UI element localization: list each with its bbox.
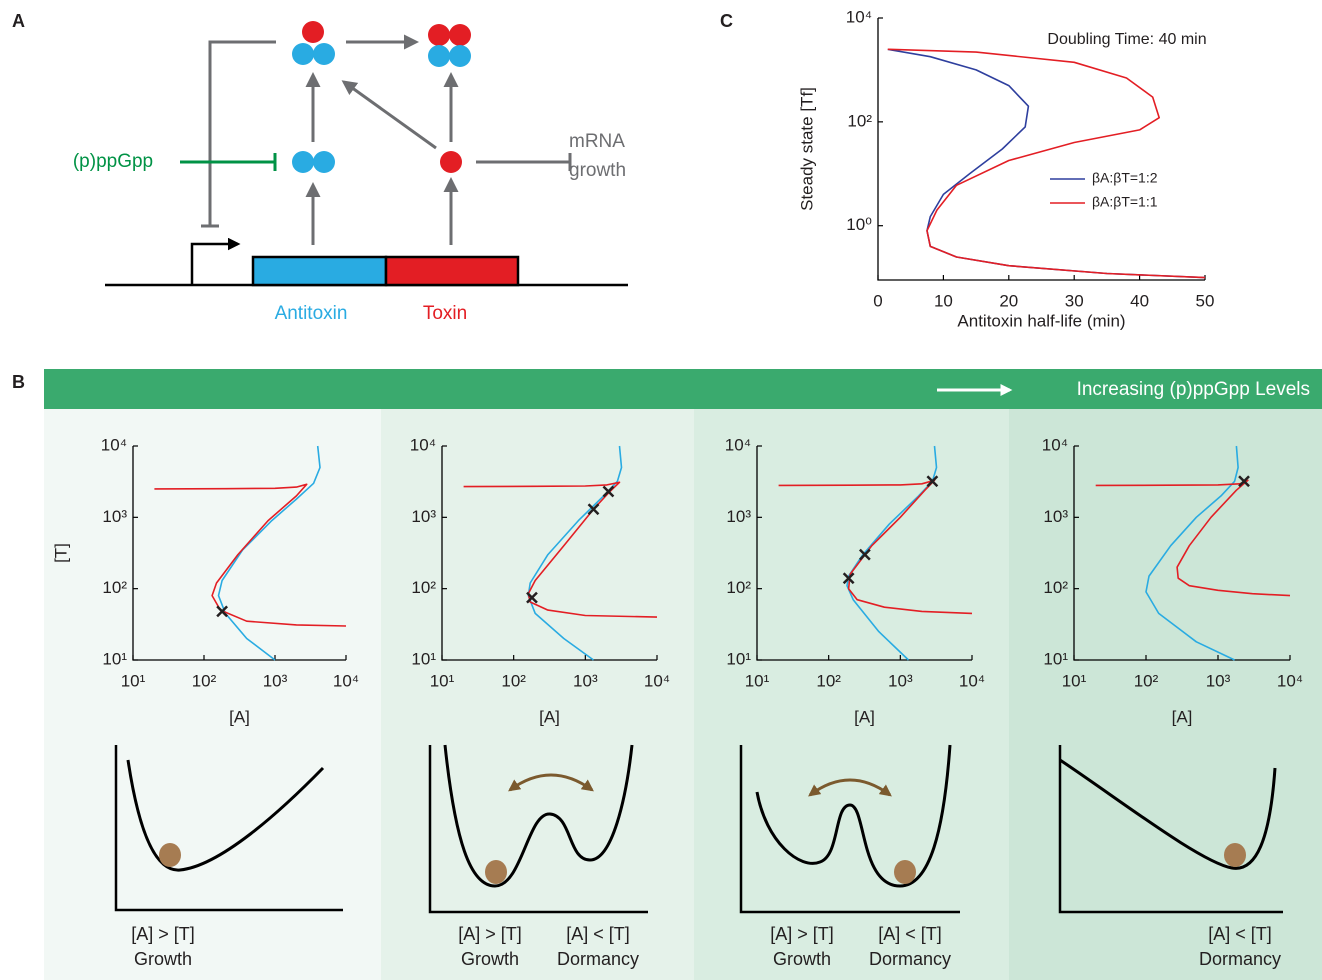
x-tick-label: 50 [1196,291,1215,310]
y-tick-label: 10⁰ [846,215,872,234]
y-tick-label: 10² [102,578,127,597]
state-outcome: Growth [461,949,519,969]
x-tick-label: 10¹ [1062,671,1087,690]
state-condition: [A] > [T] [770,924,834,944]
panel-background [381,409,694,980]
y-tick-label: 10¹ [726,649,751,668]
y-tick-label: 10³ [102,507,127,526]
state-condition: [A] > [T] [458,924,522,944]
x-tick-label: 0 [873,291,882,310]
panel-label: C [720,11,733,31]
state-condition: [A] < [T] [566,924,630,944]
x-tick-label: 10⁴ [333,671,359,690]
legend-label: βA:βT=1:2 [1092,170,1158,186]
figure: Increasing (p)ppGpp Levels A B C (p)ppGp… [0,0,1322,980]
x-tick-label: 10² [192,671,217,690]
ball [894,860,916,884]
y-tick-label: 10² [726,578,751,597]
gene-label: Toxin [423,303,467,324]
x-tick-label: 10³ [573,671,598,690]
y-tick-label: 10⁴ [725,435,751,454]
y-tick-label: 10² [411,578,436,597]
y-tick-label: 10³ [411,507,436,526]
ball [1224,843,1246,867]
x-axis-label: [A] [229,707,250,726]
panel-label: B [12,372,25,392]
x-tick-label: 10 [934,291,953,310]
panel-background [44,409,381,980]
annotation: Doubling Time: 40 min [1047,31,1206,48]
y-tick-label: 10³ [726,507,751,526]
y-tick-label: 10¹ [1043,649,1068,668]
y-axis-label: [T] [51,543,70,563]
x-tick-label: 10³ [1206,671,1231,690]
x-tick-label: 10³ [888,671,913,690]
x-tick-label: 20 [999,291,1018,310]
x-tick-label: 10³ [263,671,288,690]
state-outcome: Growth [134,949,192,969]
x-tick-label: 10¹ [745,671,770,690]
state-outcome: Dormancy [1199,949,1281,969]
page: Increasing (p)ppGpp Levels A B C (p)ppGp… [0,0,1322,980]
legend-label: βA:βT=1:1 [1092,194,1158,210]
x-axis-label: [A] [539,707,560,726]
target-label: mRNA [569,131,625,152]
state-outcome: Dormancy [869,949,951,969]
panel-background [1009,409,1322,980]
gene-label: Antitoxin [275,303,348,324]
state-outcome: Dormancy [557,949,639,969]
x-axis-label: [A] [1172,707,1193,726]
x-tick-label: 10⁴ [644,671,670,690]
y-axis-label: Steady state [Tf] [797,87,816,211]
x-tick-label: 10¹ [430,671,455,690]
state-condition: [A] < [T] [1208,924,1272,944]
y-tick-label: 10² [1043,578,1068,597]
y-tick-label: 10¹ [102,649,127,668]
x-tick-label: 10² [501,671,526,690]
y-tick-label: 10⁴ [846,7,872,26]
state-condition: [A] > [T] [131,924,195,944]
y-tick-label: 10⁴ [101,435,127,454]
x-axis-label: Antitoxin half-life (min) [957,311,1125,330]
axis [878,18,1205,280]
state-outcome: Growth [773,949,831,969]
target-label: growth [569,160,626,181]
ball [485,860,507,884]
series-line [888,49,1205,277]
state-condition: [A] < [T] [878,924,942,944]
y-tick-label: 10² [847,111,872,130]
y-tick-label: 10³ [1043,507,1068,526]
x-tick-label: 30 [1065,291,1084,310]
y-tick-label: 10¹ [411,649,436,668]
x-tick-label: 10¹ [121,671,146,690]
diagram [105,21,628,285]
x-tick-label: 10⁴ [959,671,985,690]
banner-text: Increasing (p)ppGpp Levels [1077,379,1310,400]
signal-label: (p)ppGpp [73,151,153,172]
ball [159,843,181,867]
x-axis-label: [A] [854,707,875,726]
series-line [888,49,1205,277]
y-tick-label: 10⁴ [1042,435,1068,454]
x-tick-label: 10² [816,671,841,690]
panel-label: A [12,11,25,31]
x-tick-label: 40 [1130,291,1149,310]
y-tick-label: 10⁴ [410,435,436,454]
x-tick-label: 10⁴ [1277,671,1303,690]
x-tick-label: 10² [1134,671,1159,690]
